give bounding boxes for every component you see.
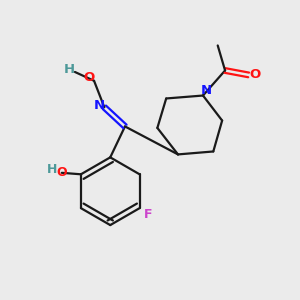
Text: O: O [83,71,94,84]
Text: N: N [94,99,105,112]
Text: F: F [144,208,153,220]
Text: N: N [201,84,212,97]
Text: O: O [250,68,261,81]
Text: O: O [56,166,67,179]
Text: H: H [47,163,58,176]
Text: H: H [64,62,75,76]
